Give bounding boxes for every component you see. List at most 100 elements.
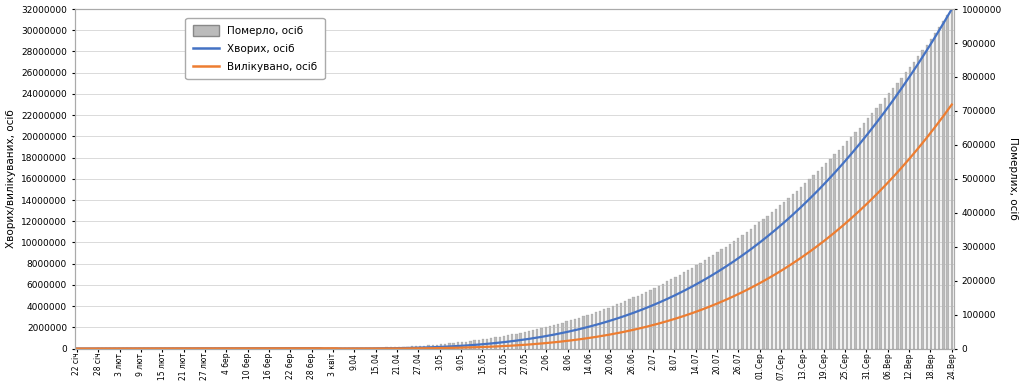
Bar	[579, 318, 581, 349]
Bar	[783, 201, 785, 349]
Bar	[469, 341, 471, 349]
Bar	[808, 179, 811, 349]
Bar	[633, 297, 635, 349]
Y-axis label: Померлих, осіб: Померлих, осіб	[1009, 137, 1019, 220]
Bar	[607, 308, 609, 349]
Bar	[457, 342, 459, 349]
Bar	[900, 78, 903, 349]
Bar	[787, 198, 790, 349]
Bar	[716, 252, 719, 349]
Bar	[913, 61, 915, 349]
Bar	[884, 98, 886, 349]
Bar	[465, 342, 467, 349]
Bar	[481, 339, 484, 349]
Bar	[645, 292, 647, 349]
Bar	[922, 50, 924, 349]
Bar	[918, 56, 920, 349]
Bar	[934, 33, 936, 349]
Bar	[553, 325, 555, 349]
Bar	[721, 249, 723, 349]
Bar	[436, 345, 438, 349]
Bar	[908, 67, 911, 349]
Bar	[812, 175, 815, 349]
Bar	[620, 303, 623, 349]
Bar	[629, 299, 631, 349]
Bar	[649, 290, 651, 349]
Bar	[402, 347, 404, 349]
Bar	[587, 315, 589, 349]
Bar	[477, 340, 480, 349]
Bar	[557, 324, 559, 349]
Bar	[804, 183, 807, 349]
Bar	[527, 331, 530, 349]
Bar	[473, 340, 476, 349]
Bar	[775, 209, 777, 349]
Bar	[729, 244, 731, 349]
Bar	[611, 306, 613, 349]
Bar	[385, 347, 388, 349]
Bar	[373, 348, 375, 349]
Bar	[545, 327, 547, 349]
Bar	[771, 212, 773, 349]
Bar	[792, 195, 794, 349]
Bar	[495, 337, 497, 349]
Bar	[603, 309, 605, 349]
Bar	[675, 277, 677, 349]
Bar	[725, 247, 727, 349]
Bar	[365, 348, 367, 349]
Bar	[699, 262, 701, 349]
Bar	[431, 345, 434, 349]
Bar	[490, 338, 493, 349]
Bar	[834, 154, 836, 349]
Bar	[942, 21, 944, 349]
Bar	[503, 336, 505, 349]
Bar	[595, 312, 597, 349]
Bar	[653, 288, 655, 349]
Bar	[896, 83, 898, 349]
Bar	[390, 347, 392, 349]
Bar	[444, 344, 446, 349]
Bar	[519, 333, 522, 349]
Bar	[453, 343, 455, 349]
Bar	[411, 346, 413, 349]
Bar	[876, 108, 878, 349]
Bar	[888, 93, 890, 349]
Bar	[427, 345, 430, 349]
Bar	[461, 342, 463, 349]
Bar	[691, 267, 693, 349]
Bar	[871, 113, 873, 349]
Bar	[745, 232, 748, 349]
Bar	[440, 344, 442, 349]
Bar	[708, 257, 710, 349]
Bar	[486, 339, 488, 349]
Bar	[796, 191, 798, 349]
Bar	[938, 27, 940, 349]
Bar	[415, 346, 417, 349]
Bar	[637, 296, 639, 349]
Bar	[737, 238, 739, 349]
Bar	[838, 150, 840, 349]
Bar	[880, 103, 882, 349]
Bar	[394, 347, 396, 349]
Bar	[741, 235, 743, 349]
Bar	[854, 132, 857, 349]
Bar	[683, 273, 685, 349]
Bar	[573, 319, 577, 349]
Bar	[657, 286, 659, 349]
Bar	[846, 141, 848, 349]
Bar	[591, 313, 593, 349]
Bar	[565, 322, 567, 349]
Bar	[407, 347, 409, 349]
Bar	[687, 270, 689, 349]
Bar	[758, 222, 761, 349]
Bar	[829, 159, 831, 349]
Bar	[369, 348, 371, 349]
Bar	[641, 294, 643, 349]
Bar	[569, 320, 572, 349]
Bar	[867, 118, 869, 349]
Bar	[561, 323, 563, 349]
Bar	[499, 337, 501, 349]
Bar	[583, 317, 585, 349]
Bar	[670, 279, 673, 349]
Bar	[733, 241, 735, 349]
